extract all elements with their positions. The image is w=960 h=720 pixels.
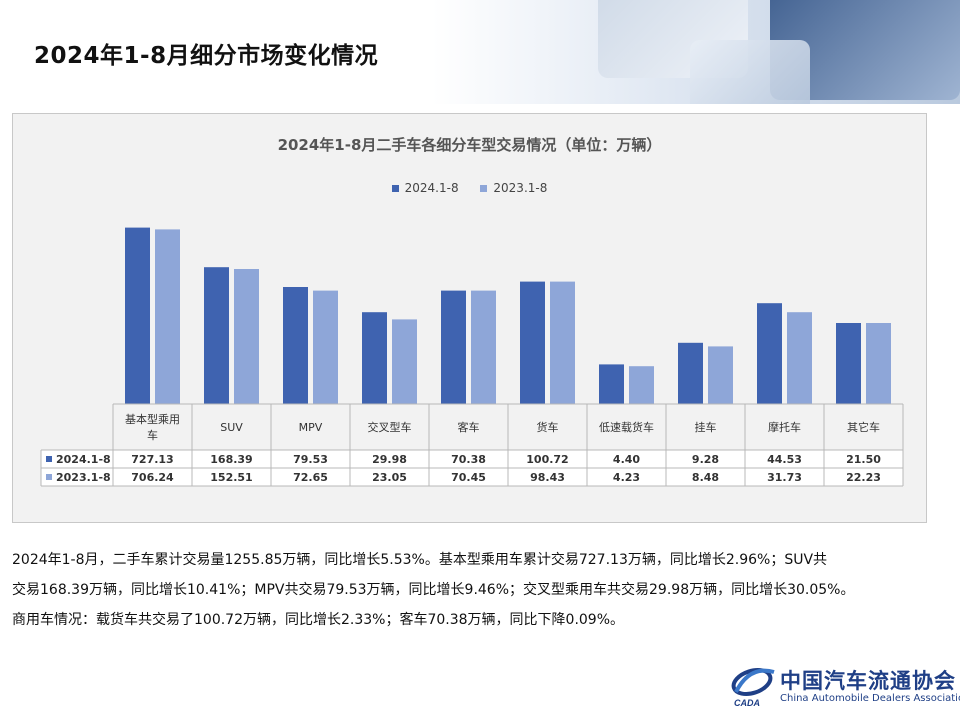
bar-2024	[204, 267, 229, 404]
data-value-2024: 44.53	[767, 453, 802, 466]
data-value-2023: 8.48	[692, 471, 719, 484]
bar-2023	[787, 312, 812, 404]
category-label: SUV	[220, 421, 243, 434]
summary-line: 交易168.39万辆，同比增长10.41%；MPV共交易79.53万辆，同比增长…	[12, 582, 855, 598]
row-swatch-2023	[46, 474, 52, 480]
data-value-2024: 100.72	[526, 453, 568, 466]
category-label: 挂车	[695, 420, 717, 434]
header-banner: 2024年1-8月细分市场变化情况	[0, 0, 960, 104]
data-value-2023: 72.65	[293, 471, 328, 484]
page-title: 2024年1-8月细分市场变化情况	[34, 43, 379, 69]
bar-2023	[234, 269, 259, 404]
legend-swatch-2023	[480, 185, 488, 192]
summary-line: 商用车情况：载货车共交易了100.72万辆，同比增长2.33%；客车70.38万…	[12, 612, 625, 628]
row-label-2024: 2024.1-8	[56, 453, 111, 466]
legend-swatch-2024	[391, 185, 399, 192]
chart-title: 2024年1-8月二手车各细分车型交易情况（单位：万辆）	[277, 136, 662, 154]
bar-2023	[629, 366, 654, 404]
category-label: 交叉型车	[368, 420, 412, 434]
data-value-2023: 152.51	[210, 471, 252, 484]
category-label: 客车	[458, 420, 480, 434]
chart-legend: 2024.1-8 2023.1-8	[13, 181, 926, 195]
bar-2024	[757, 303, 782, 404]
bar-2023	[866, 323, 891, 404]
bar-2024	[441, 290, 466, 404]
data-value-2023: 22.23	[846, 471, 881, 484]
data-value-2024: 70.38	[451, 453, 486, 466]
logo-name-cn: 中国汽车流通协会	[780, 668, 956, 693]
data-value-2024: 727.13	[131, 453, 173, 466]
data-value-2024: 29.98	[372, 453, 407, 466]
legend-label-2024: 2024.1-8	[404, 181, 459, 195]
category-label: 货车	[537, 420, 559, 434]
svg-text:CADA: CADA	[734, 698, 760, 708]
data-value-2024: 4.40	[613, 453, 640, 466]
bar-2023	[155, 229, 180, 404]
bar-2023	[313, 290, 338, 404]
chart-panel: 2024年1-8月二手车各细分车型交易情况（单位：万辆） 2024.1-8 20…	[12, 113, 927, 523]
row-swatch-2024	[46, 456, 52, 462]
data-value-2023: 4.23	[613, 471, 640, 484]
summary-line: 2024年1-8月，二手车累计交易量1255.85万辆，同比增长5.53%。基本…	[12, 552, 828, 568]
bar-2023	[392, 319, 417, 404]
row-label-2023: 2023.1-8	[56, 471, 111, 484]
data-value-2023: 31.73	[767, 471, 802, 484]
category-label: 低速载货车	[599, 420, 654, 434]
bar-2023	[708, 346, 733, 404]
data-value-2024: 9.28	[692, 453, 719, 466]
bar-chart-plot: 基本型乘用车 SUV MPV 交叉型车 客车 货车 低速载货车 挂车 摩托车 其它车 2024.1-…	[40, 227, 904, 487]
bar-2024	[599, 364, 624, 404]
data-value-2023: 70.45	[451, 471, 486, 484]
category-label: 基本型乘用车	[125, 412, 180, 442]
data-value-2023: 706.24	[131, 471, 174, 484]
bar-2024	[836, 323, 861, 404]
bar-2023	[550, 281, 575, 404]
bar-2024	[678, 342, 703, 404]
cada-emblem-icon: CADA	[731, 668, 775, 708]
data-value-2024: 168.39	[210, 453, 252, 466]
data-value-2023: 98.43	[530, 471, 565, 484]
bar-2024	[520, 281, 545, 404]
legend-item-2024: 2024.1-8	[391, 181, 459, 195]
data-value-2023: 23.05	[372, 471, 407, 484]
legend-item-2023: 2023.1-8	[480, 181, 547, 195]
bar-2024	[283, 287, 308, 404]
data-value-2024: 79.53	[293, 453, 328, 466]
cada-logo: CADA 中国汽车流通协会 China Automobile Dealers A…	[730, 662, 960, 710]
decorative-cube	[690, 40, 810, 104]
bar-2024	[125, 227, 150, 404]
category-label: 其它车	[847, 420, 880, 434]
category-label: MPV	[299, 421, 323, 434]
category-label: 摩托车	[768, 420, 801, 434]
bar-2023	[471, 290, 496, 404]
data-value-2024: 21.50	[846, 453, 881, 466]
logo-name-en: China Automobile Dealers Association	[780, 693, 960, 704]
legend-label-2023: 2023.1-8	[493, 181, 548, 195]
bar-2024	[362, 312, 387, 404]
summary-text: 2024年1-8月，二手车累计交易量1255.85万辆，同比增长5.53%。基本…	[12, 545, 942, 635]
